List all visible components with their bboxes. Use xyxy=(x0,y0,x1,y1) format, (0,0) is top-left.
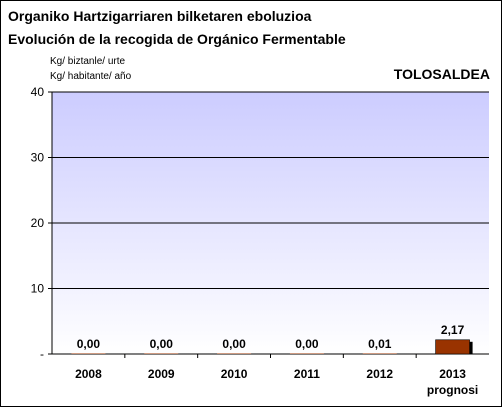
x-tick-label-2012: 2012 xyxy=(366,367,393,381)
bar-2008 xyxy=(71,353,106,354)
data-label-2009: 0,00 xyxy=(150,337,174,351)
x-tick-label-2009: 2009 xyxy=(148,367,175,381)
x-tick-label-2010: 2010 xyxy=(221,367,248,381)
data-label-2013: 2,17 xyxy=(441,323,465,337)
y-tick-label: 30 xyxy=(31,151,45,165)
bar-2010 xyxy=(217,353,252,354)
region-label: TOLOSALDEA xyxy=(393,66,490,82)
x-sublabel-2013: prognosi xyxy=(427,383,478,397)
y-tick-label: 20 xyxy=(31,216,45,230)
x-tick-label-2008: 2008 xyxy=(75,367,102,381)
x-tick-label-2013: 2013 xyxy=(439,367,466,381)
bar-2013 xyxy=(435,339,470,355)
chart-title: Organiko Hartzigarriaren bilketaren ebol… xyxy=(8,8,312,24)
y-unit-label-basque: Kg/ biztanle/ urte xyxy=(50,56,126,67)
x-tick-label-2011: 2011 xyxy=(294,367,320,381)
y-tick-label: 10 xyxy=(31,282,45,296)
y-tick-label: - xyxy=(40,347,44,361)
data-label-2008: 0,00 xyxy=(77,337,101,351)
y-tick-label: 40 xyxy=(31,85,45,99)
bar-2011 xyxy=(289,353,324,354)
data-label-2010: 0,00 xyxy=(222,337,246,351)
bar-2012 xyxy=(362,353,397,354)
y-unit-label-spanish: Kg/ habitante/ año xyxy=(50,71,132,82)
data-label-2011: 0,00 xyxy=(295,337,319,351)
chart-subtitle: Evolución de la recogida de Orgánico Fer… xyxy=(8,31,346,47)
data-label-2012: 0,01 xyxy=(368,337,392,351)
bar-2009 xyxy=(144,353,179,354)
